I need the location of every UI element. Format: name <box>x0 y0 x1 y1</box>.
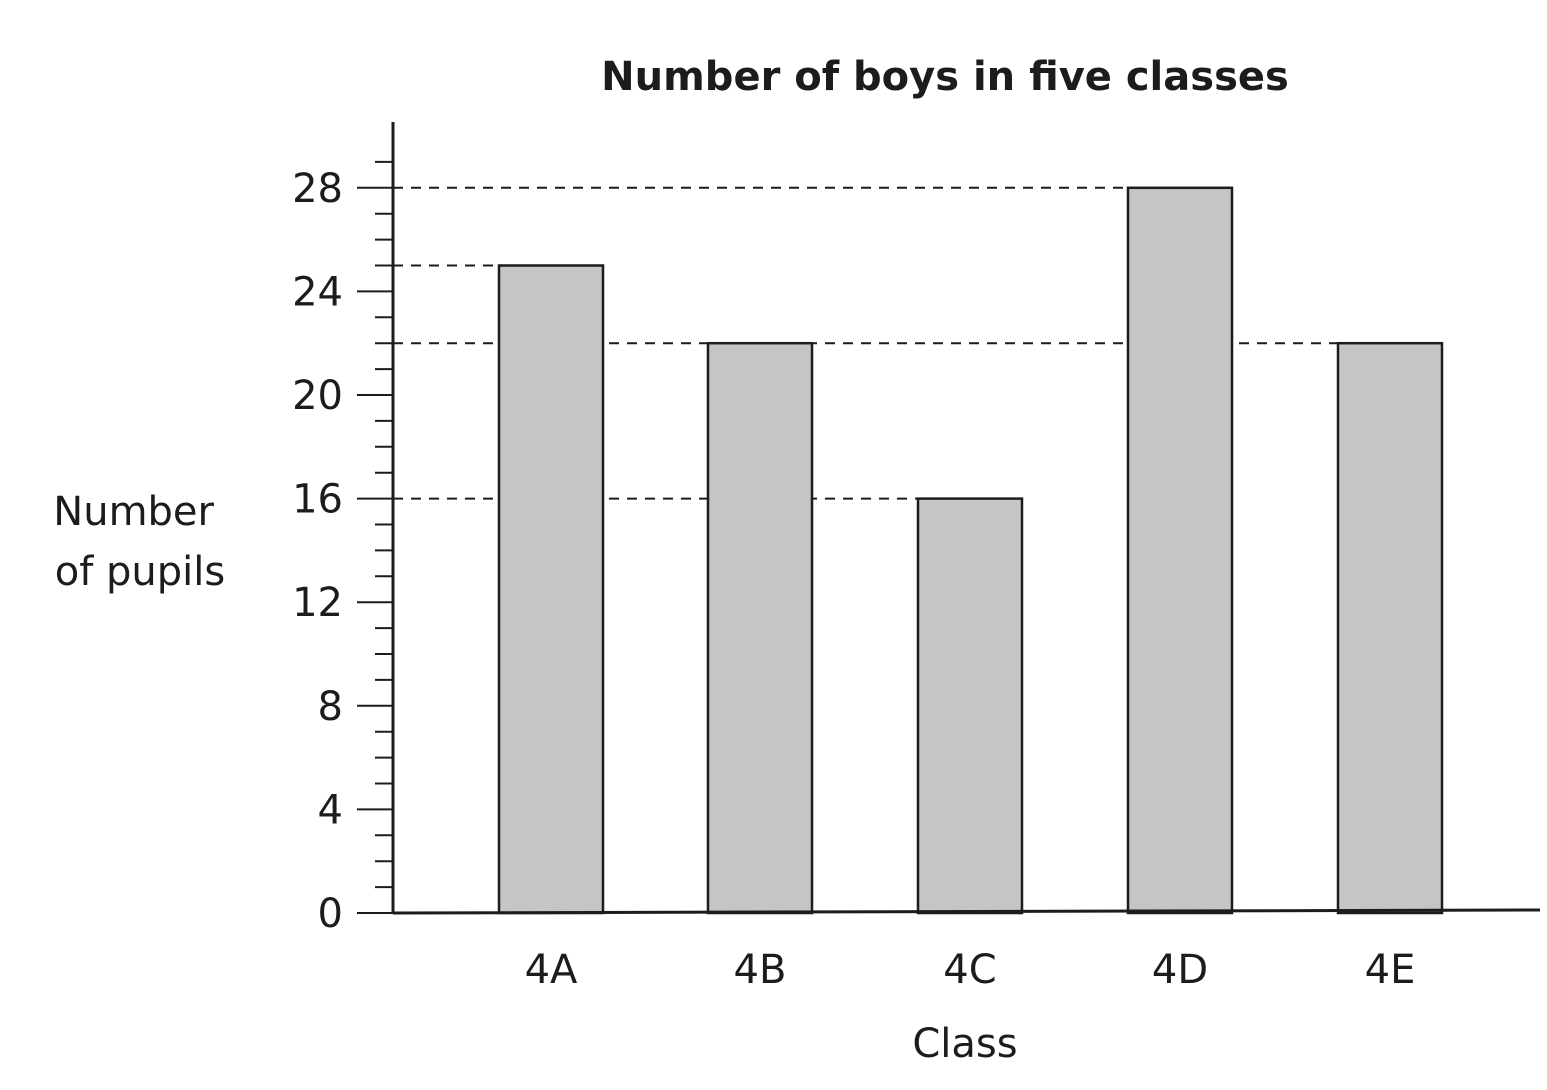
y-tick-label-0: 0 <box>318 891 343 937</box>
x-tick-label-4B: 4B <box>734 947 787 993</box>
y-tick-label-16: 16 <box>292 477 343 523</box>
y-tick-label-20: 20 <box>292 373 343 419</box>
x-tick-label-4A: 4A <box>525 947 578 993</box>
x-axis-label: Class <box>912 1021 1017 1067</box>
x-tick-label-4D: 4D <box>1152 947 1208 993</box>
bar-4C <box>916 497 1024 915</box>
guide-lines <box>393 186 1338 500</box>
y-tick-label-24: 24 <box>292 269 343 315</box>
y-tick-label-12: 12 <box>292 580 343 626</box>
bar-4D <box>1126 186 1234 915</box>
y-axis-label-line-2: of pupils <box>55 549 225 595</box>
x-axis <box>392 908 1541 915</box>
y-axis-label-line-1: Number <box>53 489 214 535</box>
x-axis-labels: 4A 4B 4C 4D 4E <box>525 947 1416 993</box>
bar-4E <box>1336 341 1444 915</box>
bar-4B <box>706 341 814 915</box>
x-tick-label-4C: 4C <box>943 947 996 993</box>
bars <box>497 186 1444 915</box>
y-tick-label-4: 4 <box>318 787 343 833</box>
y-tick-label-8: 8 <box>318 684 343 730</box>
y-axis-label: Number of pupils <box>53 489 226 595</box>
y-axis-ticks: 0 4 8 12 16 20 24 28 <box>292 160 393 937</box>
x-tick-label-4E: 4E <box>1365 947 1416 993</box>
chart-title: Number of boys in five classes <box>601 54 1289 100</box>
bar-4A <box>497 264 605 915</box>
y-tick-label-28: 28 <box>292 166 343 212</box>
